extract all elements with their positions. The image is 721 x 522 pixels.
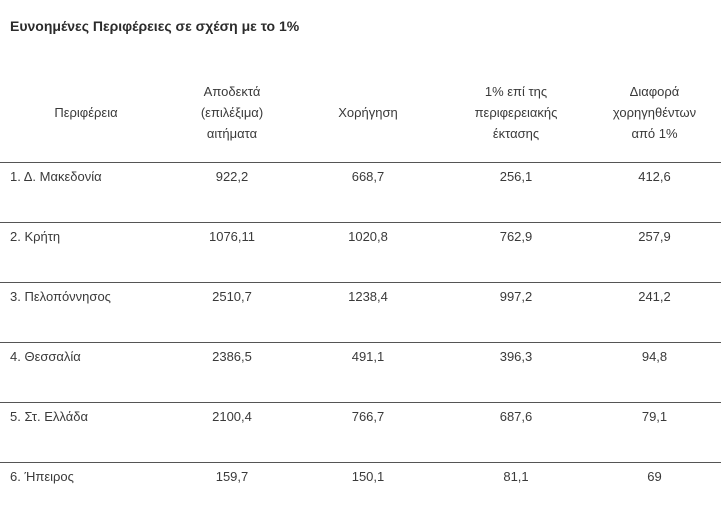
header-one-percent-line: έκτασης (448, 123, 584, 144)
cell-region: 5. Στ. Ελλάδα (0, 403, 172, 463)
header-difference: Διαφορά χορηγηθέντων από 1% (588, 62, 721, 163)
header-accepted-line: Αποδεκτά (176, 81, 288, 102)
cell-granted: 150,1 (292, 463, 444, 522)
table-row: 2. Κρήτη 1076,11 1020,8 762,9 257,9 (0, 223, 721, 283)
cell-granted: 766,7 (292, 403, 444, 463)
cell-accepted: 922,2 (172, 163, 292, 223)
header-granted-line: Χορήγηση (338, 105, 398, 120)
header-one-percent: 1% επί της περιφερειακής έκτασης (444, 62, 588, 163)
cell-region: 6. Ήπειρος (0, 463, 172, 522)
table-row: 6. Ήπειρος 159,7 150,1 81,1 69 (0, 463, 721, 522)
regions-table: Περιφέρεια Αποδεκτά (επιλέξιμα) αιτήματα… (0, 62, 721, 522)
cell-granted: 668,7 (292, 163, 444, 223)
cell-accepted: 2510,7 (172, 283, 292, 343)
table-row: 3. Πελοπόννησος 2510,7 1238,4 997,2 241,… (0, 283, 721, 343)
cell-one-percent: 687,6 (444, 403, 588, 463)
header-accepted: Αποδεκτά (επιλέξιμα) αιτήματα (172, 62, 292, 163)
header-accepted-line: (επιλέξιμα) (176, 102, 288, 123)
cell-difference: 257,9 (588, 223, 721, 283)
header-difference-line: χορηγηθέντων (592, 102, 717, 123)
cell-region: 1. Δ. Μακεδονία (0, 163, 172, 223)
table-row: 4. Θεσσαλία 2386,5 491,1 396,3 94,8 (0, 343, 721, 403)
cell-one-percent: 256,1 (444, 163, 588, 223)
cell-accepted: 2386,5 (172, 343, 292, 403)
cell-difference: 412,6 (588, 163, 721, 223)
cell-granted: 1238,4 (292, 283, 444, 343)
cell-difference: 94,8 (588, 343, 721, 403)
header-accepted-line: αιτήματα (176, 123, 288, 144)
cell-one-percent: 396,3 (444, 343, 588, 403)
table-body: 1. Δ. Μακεδονία 922,2 668,7 256,1 412,6 … (0, 163, 721, 522)
table-header: Περιφέρεια Αποδεκτά (επιλέξιμα) αιτήματα… (0, 62, 721, 163)
page-title: Ευνοημένες Περιφέρειες σε σχέση με το 1% (10, 18, 299, 34)
cell-difference: 241,2 (588, 283, 721, 343)
cell-accepted: 2100,4 (172, 403, 292, 463)
cell-one-percent: 762,9 (444, 223, 588, 283)
header-granted: Χορήγηση (292, 62, 444, 163)
cell-granted: 1020,8 (292, 223, 444, 283)
header-difference-line: από 1% (592, 123, 717, 144)
header-one-percent-line: 1% επί της (448, 81, 584, 102)
header-region-line: Περιφέρεια (54, 105, 117, 120)
header-one-percent-line: περιφερειακής (448, 102, 584, 123)
table-row: 5. Στ. Ελλάδα 2100,4 766,7 687,6 79,1 (0, 403, 721, 463)
cell-region: 3. Πελοπόννησος (0, 283, 172, 343)
header-row: Περιφέρεια Αποδεκτά (επιλέξιμα) αιτήματα… (0, 62, 721, 163)
cell-difference: 79,1 (588, 403, 721, 463)
cell-one-percent: 81,1 (444, 463, 588, 522)
cell-region: 4. Θεσσαλία (0, 343, 172, 403)
cell-one-percent: 997,2 (444, 283, 588, 343)
cell-accepted: 159,7 (172, 463, 292, 522)
table-row: 1. Δ. Μακεδονία 922,2 668,7 256,1 412,6 (0, 163, 721, 223)
header-difference-line: Διαφορά (592, 81, 717, 102)
cell-region: 2. Κρήτη (0, 223, 172, 283)
cell-difference: 69 (588, 463, 721, 522)
cell-granted: 491,1 (292, 343, 444, 403)
header-region: Περιφέρεια (0, 62, 172, 163)
cell-accepted: 1076,11 (172, 223, 292, 283)
